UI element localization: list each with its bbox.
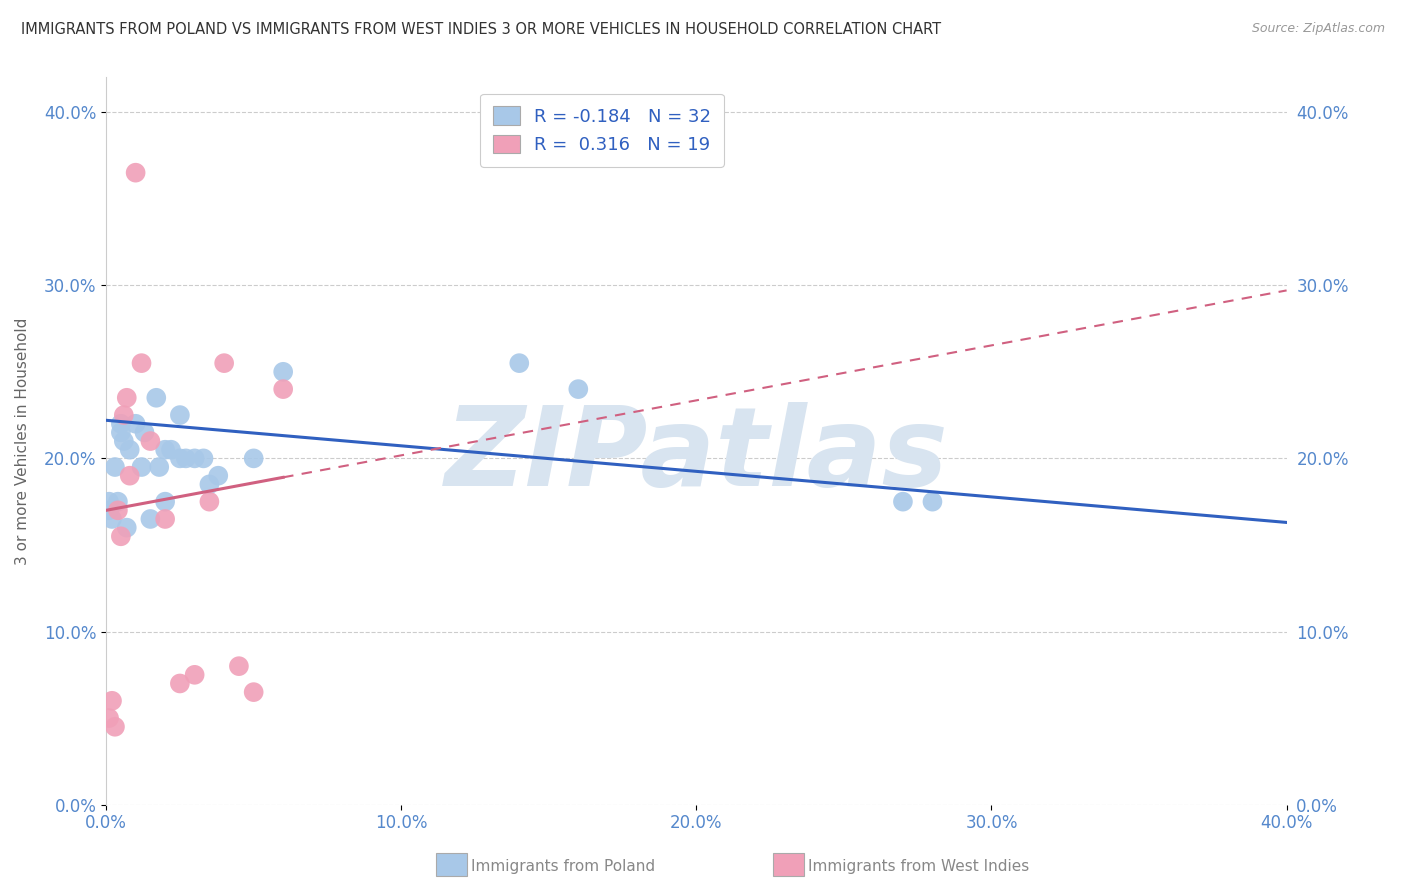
Point bbox=[271, 382, 294, 396]
Point bbox=[124, 417, 146, 431]
Point bbox=[107, 503, 129, 517]
Point bbox=[124, 166, 146, 180]
Point bbox=[101, 512, 124, 526]
Point bbox=[891, 494, 914, 508]
Point bbox=[567, 382, 589, 396]
Point bbox=[139, 512, 162, 526]
Point bbox=[242, 685, 264, 699]
Point bbox=[242, 451, 264, 466]
Point bbox=[183, 668, 205, 682]
Legend: R = -0.184   N = 32, R =  0.316   N = 19: R = -0.184 N = 32, R = 0.316 N = 19 bbox=[479, 94, 724, 167]
Point bbox=[921, 494, 943, 508]
Point bbox=[193, 451, 215, 466]
Text: Immigrants from Poland: Immigrants from Poland bbox=[471, 859, 655, 873]
Point bbox=[169, 451, 191, 466]
Point bbox=[104, 460, 127, 475]
Point bbox=[118, 468, 141, 483]
Text: Immigrants from West Indies: Immigrants from West Indies bbox=[808, 859, 1029, 873]
Point bbox=[110, 425, 132, 440]
Point bbox=[107, 494, 129, 508]
Text: Source: ZipAtlas.com: Source: ZipAtlas.com bbox=[1251, 22, 1385, 36]
Point bbox=[112, 408, 135, 422]
Point bbox=[153, 494, 176, 508]
Y-axis label: 3 or more Vehicles in Household: 3 or more Vehicles in Household bbox=[15, 318, 30, 565]
Point bbox=[115, 521, 138, 535]
Point bbox=[153, 512, 176, 526]
Point bbox=[98, 711, 121, 725]
Point bbox=[174, 451, 197, 466]
Point bbox=[148, 460, 170, 475]
Point bbox=[115, 391, 138, 405]
Point bbox=[271, 365, 294, 379]
Point bbox=[112, 434, 135, 448]
Point bbox=[104, 720, 127, 734]
Point bbox=[198, 477, 221, 491]
Point bbox=[198, 494, 221, 508]
Point bbox=[101, 694, 124, 708]
Point bbox=[134, 425, 156, 440]
Text: IMMIGRANTS FROM POLAND VS IMMIGRANTS FROM WEST INDIES 3 OR MORE VEHICLES IN HOUS: IMMIGRANTS FROM POLAND VS IMMIGRANTS FRO… bbox=[21, 22, 941, 37]
Point bbox=[139, 434, 162, 448]
Point bbox=[98, 494, 121, 508]
Point bbox=[228, 659, 250, 673]
Point bbox=[183, 451, 205, 466]
Point bbox=[207, 468, 229, 483]
Point bbox=[153, 442, 176, 457]
Point bbox=[110, 417, 132, 431]
Point bbox=[131, 356, 153, 370]
Point bbox=[169, 408, 191, 422]
Point bbox=[145, 391, 167, 405]
Point bbox=[169, 676, 191, 690]
Point bbox=[131, 460, 153, 475]
Point bbox=[118, 442, 141, 457]
Text: ZIPatlas: ZIPatlas bbox=[444, 402, 948, 509]
Point bbox=[508, 356, 530, 370]
Point bbox=[160, 442, 183, 457]
Point bbox=[110, 529, 132, 543]
Point bbox=[212, 356, 235, 370]
Point bbox=[98, 503, 121, 517]
